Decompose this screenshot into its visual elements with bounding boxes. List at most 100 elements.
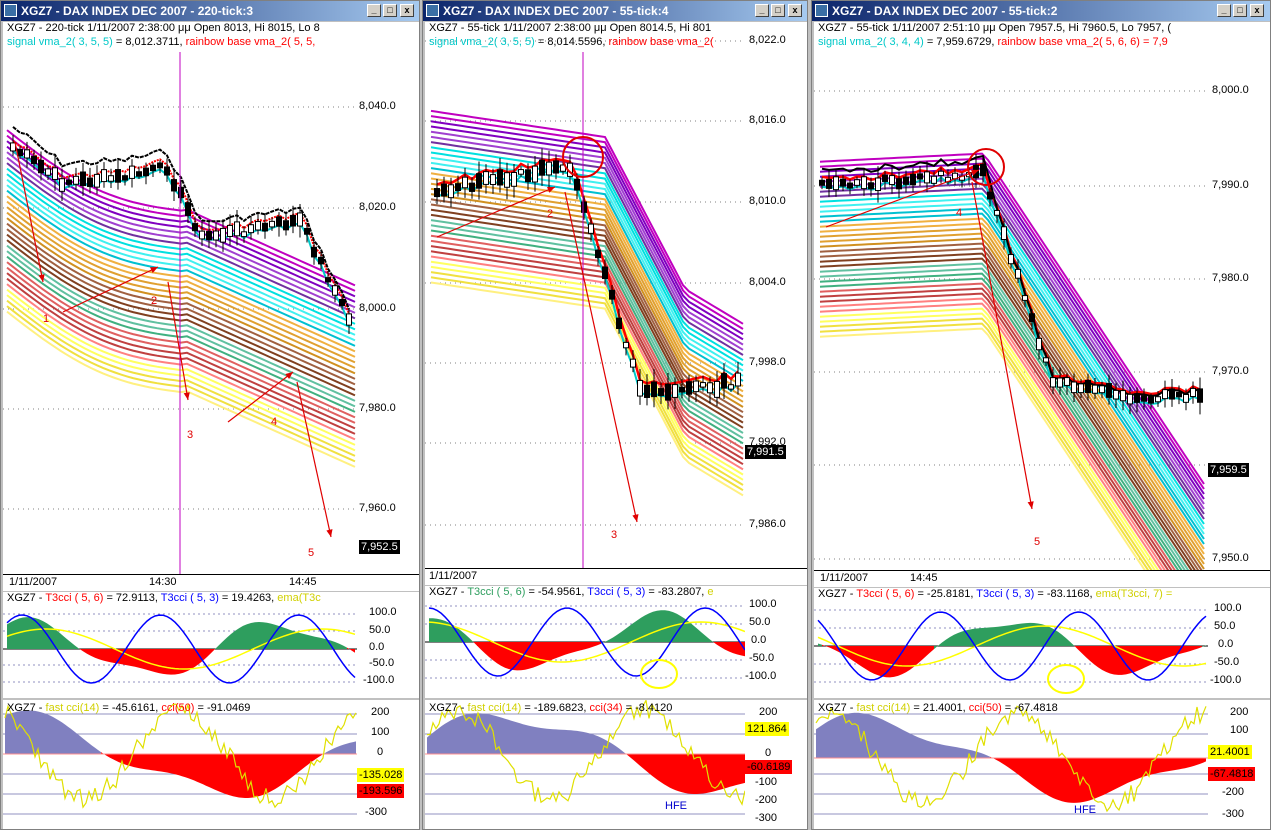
chart-window-2[interactable]: XGZ7 - DAX INDEX DEC 2007 - 55-tick:4 _ … bbox=[422, 0, 808, 830]
rainbow-band-line bbox=[6, 233, 356, 391]
candle-body bbox=[318, 256, 324, 265]
close-button[interactable]: x bbox=[1250, 4, 1264, 17]
cci-histogram-bar bbox=[1146, 758, 1149, 776]
candle-body bbox=[525, 169, 531, 183]
t3-histogram-bar bbox=[1034, 623, 1038, 646]
candle-body bbox=[511, 172, 517, 187]
t3-histogram-bar bbox=[1070, 641, 1074, 646]
window-title-bar[interactable]: XGZ7 - DAX INDEX DEC 2007 - 55-tick:2 _ … bbox=[812, 1, 1270, 21]
t3cci-axis: 100.0 50.0 0.0 -50.0 -100.0 bbox=[1208, 588, 1270, 698]
cci-histogram-bar bbox=[682, 754, 685, 793]
cci-histogram-bar bbox=[83, 738, 86, 754]
cci-panel[interactable]: XGZ7 - fast cci(14) = 21.4001, cci(50) =… bbox=[814, 700, 1208, 829]
t3cci-panel[interactable]: XGZ7 - T3cci ( 5, 6) = 72.9113, T3cci ( … bbox=[3, 592, 357, 698]
chart-window-3[interactable]: XGZ7 - DAX INDEX DEC 2007 - 55-tick:2 _ … bbox=[811, 0, 1271, 830]
cci-histogram-bar bbox=[652, 754, 655, 778]
cci-histogram-bar bbox=[619, 748, 622, 754]
candle-body bbox=[52, 167, 58, 180]
window-title: XGZ7 - DAX INDEX DEC 2007 - 220-tick:3 bbox=[21, 4, 254, 18]
cci-histogram-bar bbox=[1170, 758, 1173, 771]
candle-body bbox=[826, 178, 832, 189]
t3-histogram-bar bbox=[163, 649, 167, 675]
cci-panel[interactable]: XGZ7 - fast cci(14) = -189.6823, cci(34)… bbox=[425, 700, 745, 829]
cci-histogram-bar bbox=[697, 754, 700, 794]
t3-histogram-bar bbox=[107, 649, 111, 663]
t3-histogram-bar bbox=[255, 622, 259, 649]
cci-histogram-bar bbox=[1158, 758, 1161, 773]
t3cci-panel[interactable]: XGZ7 - T3cci ( 5, 6) = -25.8181, T3cci (… bbox=[814, 588, 1208, 698]
t3-histogram-bar bbox=[441, 619, 445, 642]
t3-histogram-bar bbox=[99, 649, 103, 661]
cci-histogram-bar bbox=[972, 750, 975, 758]
maximize-button[interactable]: □ bbox=[383, 4, 397, 17]
cci-histogram-bar bbox=[508, 719, 511, 754]
chart-window-1[interactable]: XGZ7 - DAX INDEX DEC 2007 - 220-tick:3 _… bbox=[0, 0, 420, 830]
cci-histogram-bar bbox=[547, 728, 550, 754]
t3-histogram-bar bbox=[493, 642, 497, 664]
candle-body bbox=[882, 174, 888, 182]
cci-histogram-bar bbox=[1092, 758, 1095, 800]
cci-histogram-bar bbox=[562, 729, 565, 754]
cci-histogram-bar bbox=[263, 754, 266, 795]
t3-histogram-bar bbox=[267, 622, 271, 649]
cci-histogram-bar bbox=[1059, 758, 1062, 802]
cci-histogram-bar bbox=[149, 754, 152, 771]
cci-histogram-bar bbox=[831, 718, 834, 758]
cci-histogram-bar bbox=[1056, 758, 1059, 801]
t3-histogram-bar bbox=[489, 642, 493, 661]
cci-histogram-bar bbox=[574, 730, 577, 754]
candle-body bbox=[1036, 337, 1042, 351]
cci-histogram-bar bbox=[1194, 758, 1197, 766]
t3-histogram-bar bbox=[1142, 646, 1146, 669]
rainbow-band-line bbox=[6, 305, 356, 463]
cci-histogram-bar bbox=[586, 732, 589, 754]
close-button[interactable]: x bbox=[788, 4, 802, 17]
cci-histogram-bar bbox=[739, 754, 742, 785]
candle-body bbox=[157, 162, 163, 169]
maximize-button[interactable]: □ bbox=[771, 4, 785, 17]
t3-histogram-bar bbox=[1102, 646, 1106, 672]
window-title-bar[interactable]: XGZ7 - DAX INDEX DEC 2007 - 55-tick:4 _ … bbox=[423, 1, 807, 21]
price-panel[interactable]: 1 2 3 4 5 XGZ7 - 220-tick 1/11/2007 2:38:00 … bbox=[3, 22, 357, 574]
price-tick: 8,010.0 bbox=[749, 195, 786, 207]
t3-histogram-bar bbox=[593, 642, 597, 647]
cci-histogram-bar bbox=[529, 725, 532, 754]
cci-tick: -100 bbox=[755, 776, 778, 788]
candle-body bbox=[73, 175, 79, 185]
t3-histogram-bar bbox=[319, 637, 323, 649]
cci-histogram-bar bbox=[894, 725, 897, 758]
wave-label: 2 bbox=[151, 295, 157, 307]
cci-histogram-bar bbox=[134, 754, 137, 768]
cci-histogram-bar bbox=[86, 740, 89, 754]
t3-histogram-bar bbox=[1022, 623, 1026, 646]
candle-body bbox=[171, 179, 177, 192]
close-button[interactable]: x bbox=[400, 4, 414, 17]
minimize-button[interactable]: _ bbox=[755, 4, 769, 17]
candle-body bbox=[1057, 377, 1063, 388]
t3-histogram-bar bbox=[485, 642, 489, 657]
cci-histogram-bar bbox=[1023, 758, 1026, 781]
candle-body bbox=[1134, 393, 1140, 403]
minimize-button[interactable]: _ bbox=[367, 4, 381, 17]
cci-panel[interactable]: XGZ7 - fast cci(14) = -45.6161, cci(50) … bbox=[3, 700, 357, 829]
cci-histogram-bar bbox=[691, 754, 694, 794]
candle-body bbox=[304, 227, 310, 235]
t3cci-chart-svg bbox=[3, 613, 357, 684]
t3-histogram-bar bbox=[23, 617, 27, 649]
maximize-button[interactable]: □ bbox=[1233, 4, 1247, 17]
t3-histogram-bar bbox=[239, 625, 243, 649]
t3-histogram-bar bbox=[1190, 646, 1194, 652]
minimize-button[interactable]: _ bbox=[1217, 4, 1231, 17]
cci-histogram-bar bbox=[1191, 758, 1194, 767]
cci-histogram-bar bbox=[191, 754, 194, 781]
candle-body bbox=[192, 223, 198, 232]
cci-histogram-bar bbox=[610, 742, 613, 754]
t3cci-panel[interactable]: XGZ7 - T3cci ( 5, 6) = -54.9561, T3cci (… bbox=[425, 586, 745, 698]
rainbow-band-line bbox=[430, 239, 744, 455]
candle-body bbox=[910, 173, 916, 186]
window-title-bar[interactable]: XGZ7 - DAX INDEX DEC 2007 - 220-tick:3 _… bbox=[1, 1, 419, 21]
cci-histogram-bar bbox=[568, 730, 571, 754]
rainbow-band-line bbox=[6, 261, 356, 419]
